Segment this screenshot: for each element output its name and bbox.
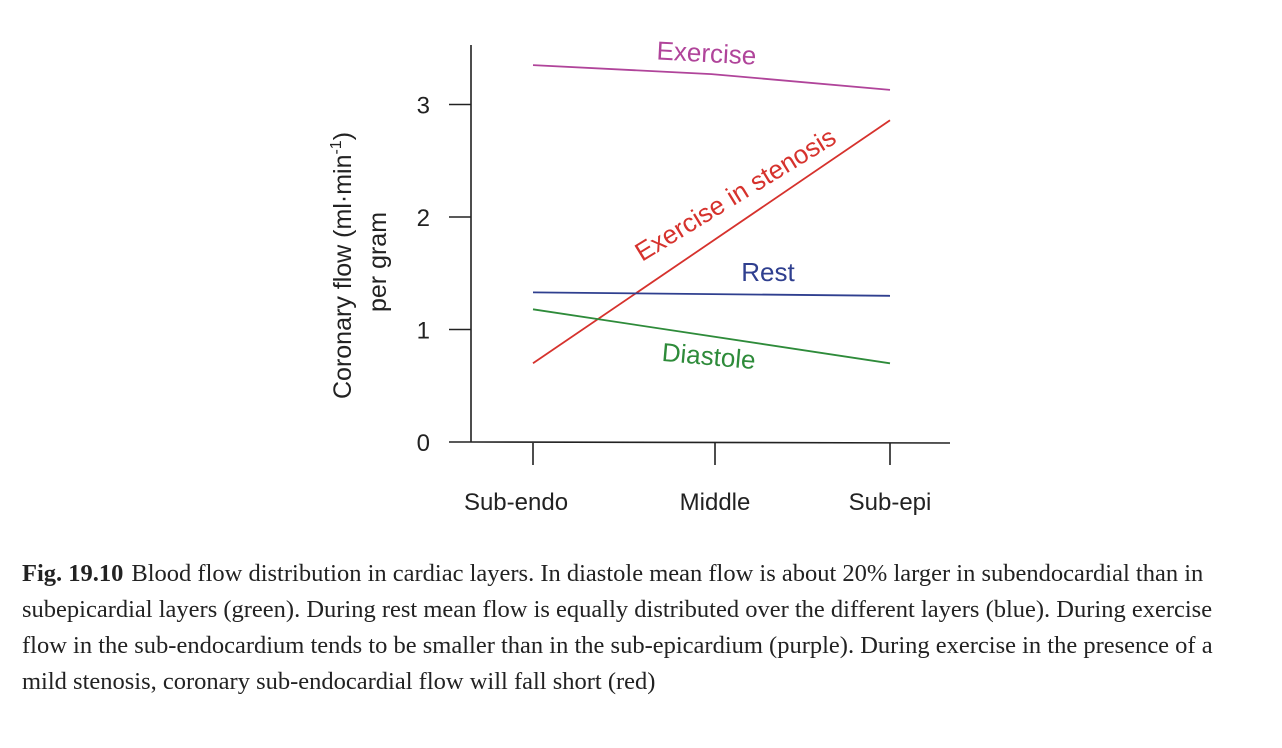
series-label-diastole: Diastole (661, 337, 757, 375)
series-line-diastole (532, 308, 891, 365)
caption-text: Blood flow distribution in cardiac layer… (22, 560, 1213, 695)
x-tick-label: Middle (680, 489, 751, 516)
y-tick-label: 1 (417, 318, 430, 345)
y-ticks: 0 1 2 3 (417, 93, 471, 457)
axes (470, 45, 951, 444)
y-tick-label: 2 (417, 205, 430, 232)
series-label-exercise: Exercise (656, 35, 757, 70)
series-line-rest (532, 291, 891, 297)
series-line-exercise (532, 64, 891, 91)
y-axis-title: Coronary flow (ml·min-1) per gram (328, 125, 392, 399)
series-label-exercise-in-stenosis: Exercise in stenosis (630, 122, 842, 268)
x-tick-label: Sub-epi (849, 489, 932, 516)
y-axis-title-line2: per gram (364, 212, 392, 312)
x-ticks: Sub-endo Middle Sub-epi (464, 443, 931, 516)
series-label-rest: Rest (741, 257, 795, 287)
x-tick-label: Sub-endo (464, 489, 568, 516)
series-lines (532, 64, 891, 365)
x-axis-line (470, 441, 951, 444)
y-tick-label: 3 (417, 93, 430, 120)
y-axis-title-line1: Coronary flow (ml·min-1) (328, 132, 357, 399)
y-tick-label: 0 (417, 430, 430, 457)
series-line-exercise-in-stenosis (532, 119, 891, 365)
figure-caption: Fig. 19.10 Blood flow distribution in car… (22, 556, 1262, 700)
y-axis-title-sup: -1 (328, 140, 345, 154)
figure-number: Fig. 19.10 (22, 560, 124, 587)
